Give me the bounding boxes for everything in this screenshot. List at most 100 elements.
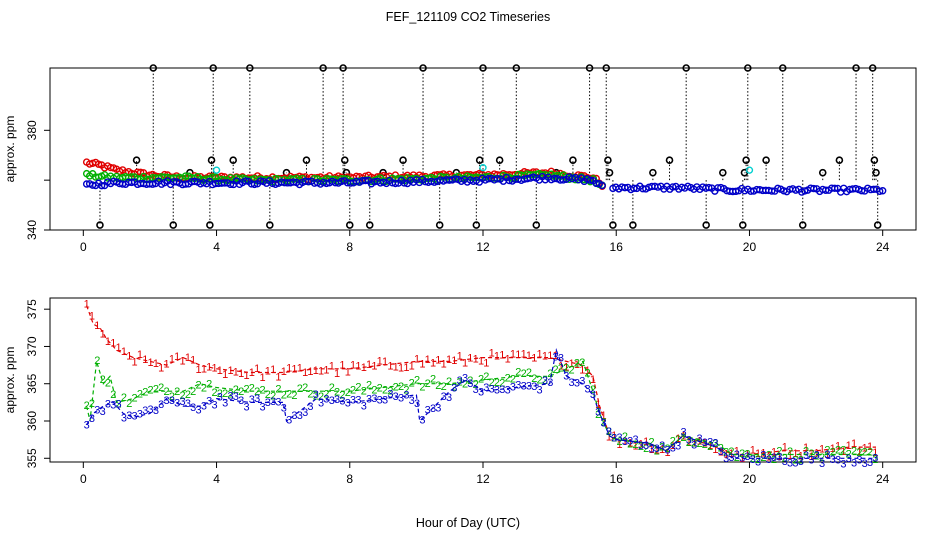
bottom-series-1-marker: 1: [307, 366, 313, 378]
top-spike-point: [302, 156, 311, 165]
bottom-series-2-marker: 2: [457, 377, 463, 389]
bottom-series-1-marker: 1: [760, 447, 766, 459]
bottom-series-1-marker: 1: [489, 348, 495, 360]
bottom-series-1-marker: 1: [483, 358, 489, 370]
figure-title: FEF_121109 CO2 Timeseries: [386, 10, 550, 24]
bottom-series-2-marker: 2: [393, 382, 399, 394]
top-spike-point: [604, 156, 612, 165]
top-spike-point: [169, 221, 178, 229]
bottom-series-2-marker: 2: [419, 381, 425, 393]
top-spike-point: [419, 64, 427, 72]
bottom-series-2-marker: 2: [249, 383, 255, 395]
top-spike-point: [339, 64, 347, 72]
bottom-series-2-marker: 2: [739, 448, 745, 460]
bottom-series-1-marker: 1: [233, 367, 239, 379]
bottom-series-2-marker: 2: [489, 377, 495, 389]
bottom-series-2-marker: 2: [377, 382, 383, 394]
bottom-series-3-marker: 3: [249, 394, 255, 406]
bottom-series-3-marker: 3: [483, 382, 489, 394]
bottom-series-3-marker: 3: [664, 445, 670, 457]
bottom-series-1-marker: 1: [222, 369, 228, 381]
bottom-series-2-marker: 2: [830, 447, 836, 459]
bottom-series-1-marker: 1: [856, 446, 862, 458]
bottom-series-3-marker: 3: [595, 407, 601, 419]
top-spike-point: [870, 156, 879, 165]
bottom-series-1-marker: 1: [531, 352, 537, 364]
bottom-series-2-marker: 2: [110, 389, 116, 401]
bottom-series-3-marker: 3: [254, 393, 260, 405]
bottom-series-1-marker: 1: [627, 437, 633, 449]
top-spike-point: [132, 156, 141, 165]
bottom-series-3-marker: 3: [281, 402, 287, 414]
bottom-series-2-marker: 2: [664, 443, 670, 455]
top-spike-point: [872, 168, 880, 177]
bottom-y-axis-label: approx. ppm: [3, 347, 17, 414]
bottom-series-1-marker: 1: [862, 442, 868, 454]
bottom-series-1-marker: 1: [132, 356, 138, 368]
top-spike-point: [435, 221, 444, 229]
bottom-y-tick-label: 365: [25, 373, 39, 393]
bottom-series-2-marker: 2: [297, 383, 303, 395]
bottom-series-1-marker: 1: [355, 360, 361, 372]
bottom-series-1-marker: 1: [819, 443, 825, 455]
top-x-tick-label: 12: [476, 240, 490, 254]
top-blue-point: [732, 187, 740, 196]
bottom-series-2-marker: 2: [851, 445, 857, 457]
bottom-series-3-marker: 3: [116, 399, 122, 411]
bottom-series-1-marker: 1: [382, 356, 388, 368]
top-blue-point: [493, 174, 502, 183]
top-spike-point: [649, 168, 657, 177]
top-blue-point: [181, 180, 190, 188]
bottom-series-2-marker: 2: [856, 447, 862, 459]
bottom-series-1-marker: 1: [318, 365, 324, 377]
bottom-series-3-marker: 3: [654, 443, 660, 455]
bottom-series-1-marker: 1: [350, 359, 356, 371]
bottom-series-1-marker: 1: [675, 433, 681, 445]
bottom-series-1-marker: 1: [505, 354, 511, 366]
bottom-series-1-marker: 1: [473, 354, 479, 366]
bottom-series-2-marker: 2: [291, 390, 297, 402]
bottom-series-1-marker: 1: [286, 362, 292, 374]
bottom-series-3-marker: 3: [334, 394, 340, 406]
bottom-series-2-marker: 2: [579, 357, 585, 369]
bottom-series-2-marker: 2: [409, 377, 415, 389]
bottom-series-3-marker: 3: [222, 398, 228, 410]
bottom-series-1-marker: 1: [313, 365, 319, 377]
bottom-series-1-marker: 1: [126, 351, 132, 363]
bottom-series-2-marker: 2: [414, 375, 420, 387]
bottom-series-1-marker: 1: [281, 366, 287, 378]
bottom-series-1-marker: 1: [334, 368, 340, 380]
top-spike-point: [818, 168, 827, 177]
bottom-series-1-marker: 1: [201, 363, 207, 375]
bottom-series-1-marker: 1: [691, 437, 697, 449]
bottom-series-3-marker: 3: [478, 387, 484, 399]
bottom-series-2-marker: 2: [238, 386, 244, 398]
bottom-series-3-marker: 3: [563, 371, 569, 383]
top-spike-point: [532, 221, 541, 229]
bottom-series-1-marker: 1: [243, 370, 249, 382]
top-x-tick-label: 0: [80, 240, 87, 254]
bottom-series-2-marker: 2: [611, 433, 617, 445]
bottom-series-1-marker: 1: [787, 450, 793, 462]
bottom-series-3-marker: 3: [297, 410, 303, 422]
bottom-series-1-marker: 1: [265, 366, 271, 378]
bottom-series-3-marker: 3: [856, 455, 862, 467]
bottom-series-1-marker: 1: [840, 446, 846, 458]
bottom-series-2-marker: 2: [329, 382, 335, 394]
bottom-series-1-marker: 1: [707, 440, 713, 452]
bottom-series-1-marker: 1: [542, 351, 548, 363]
bottom-series-3-marker: 3: [201, 400, 207, 412]
bottom-series-2-marker: 2: [387, 385, 393, 397]
top-spike-point: [207, 156, 216, 165]
bottom-series-2-marker: 2: [862, 447, 868, 459]
bottom-series-2-marker: 2: [632, 439, 638, 451]
bottom-series-3-marker: 3: [457, 375, 463, 387]
top-y-axis-label: approx. ppm: [3, 116, 17, 183]
top-spike-point: [665, 156, 674, 165]
bottom-series-2-marker: 2: [627, 438, 633, 450]
bottom-series-1-marker: 1: [185, 352, 191, 364]
bottom-series-1-marker: 1: [718, 447, 724, 459]
bottom-series-2-marker: 2: [446, 376, 452, 388]
bottom-series-2-marker: 2: [638, 441, 644, 453]
top-blue-point: [250, 180, 259, 189]
